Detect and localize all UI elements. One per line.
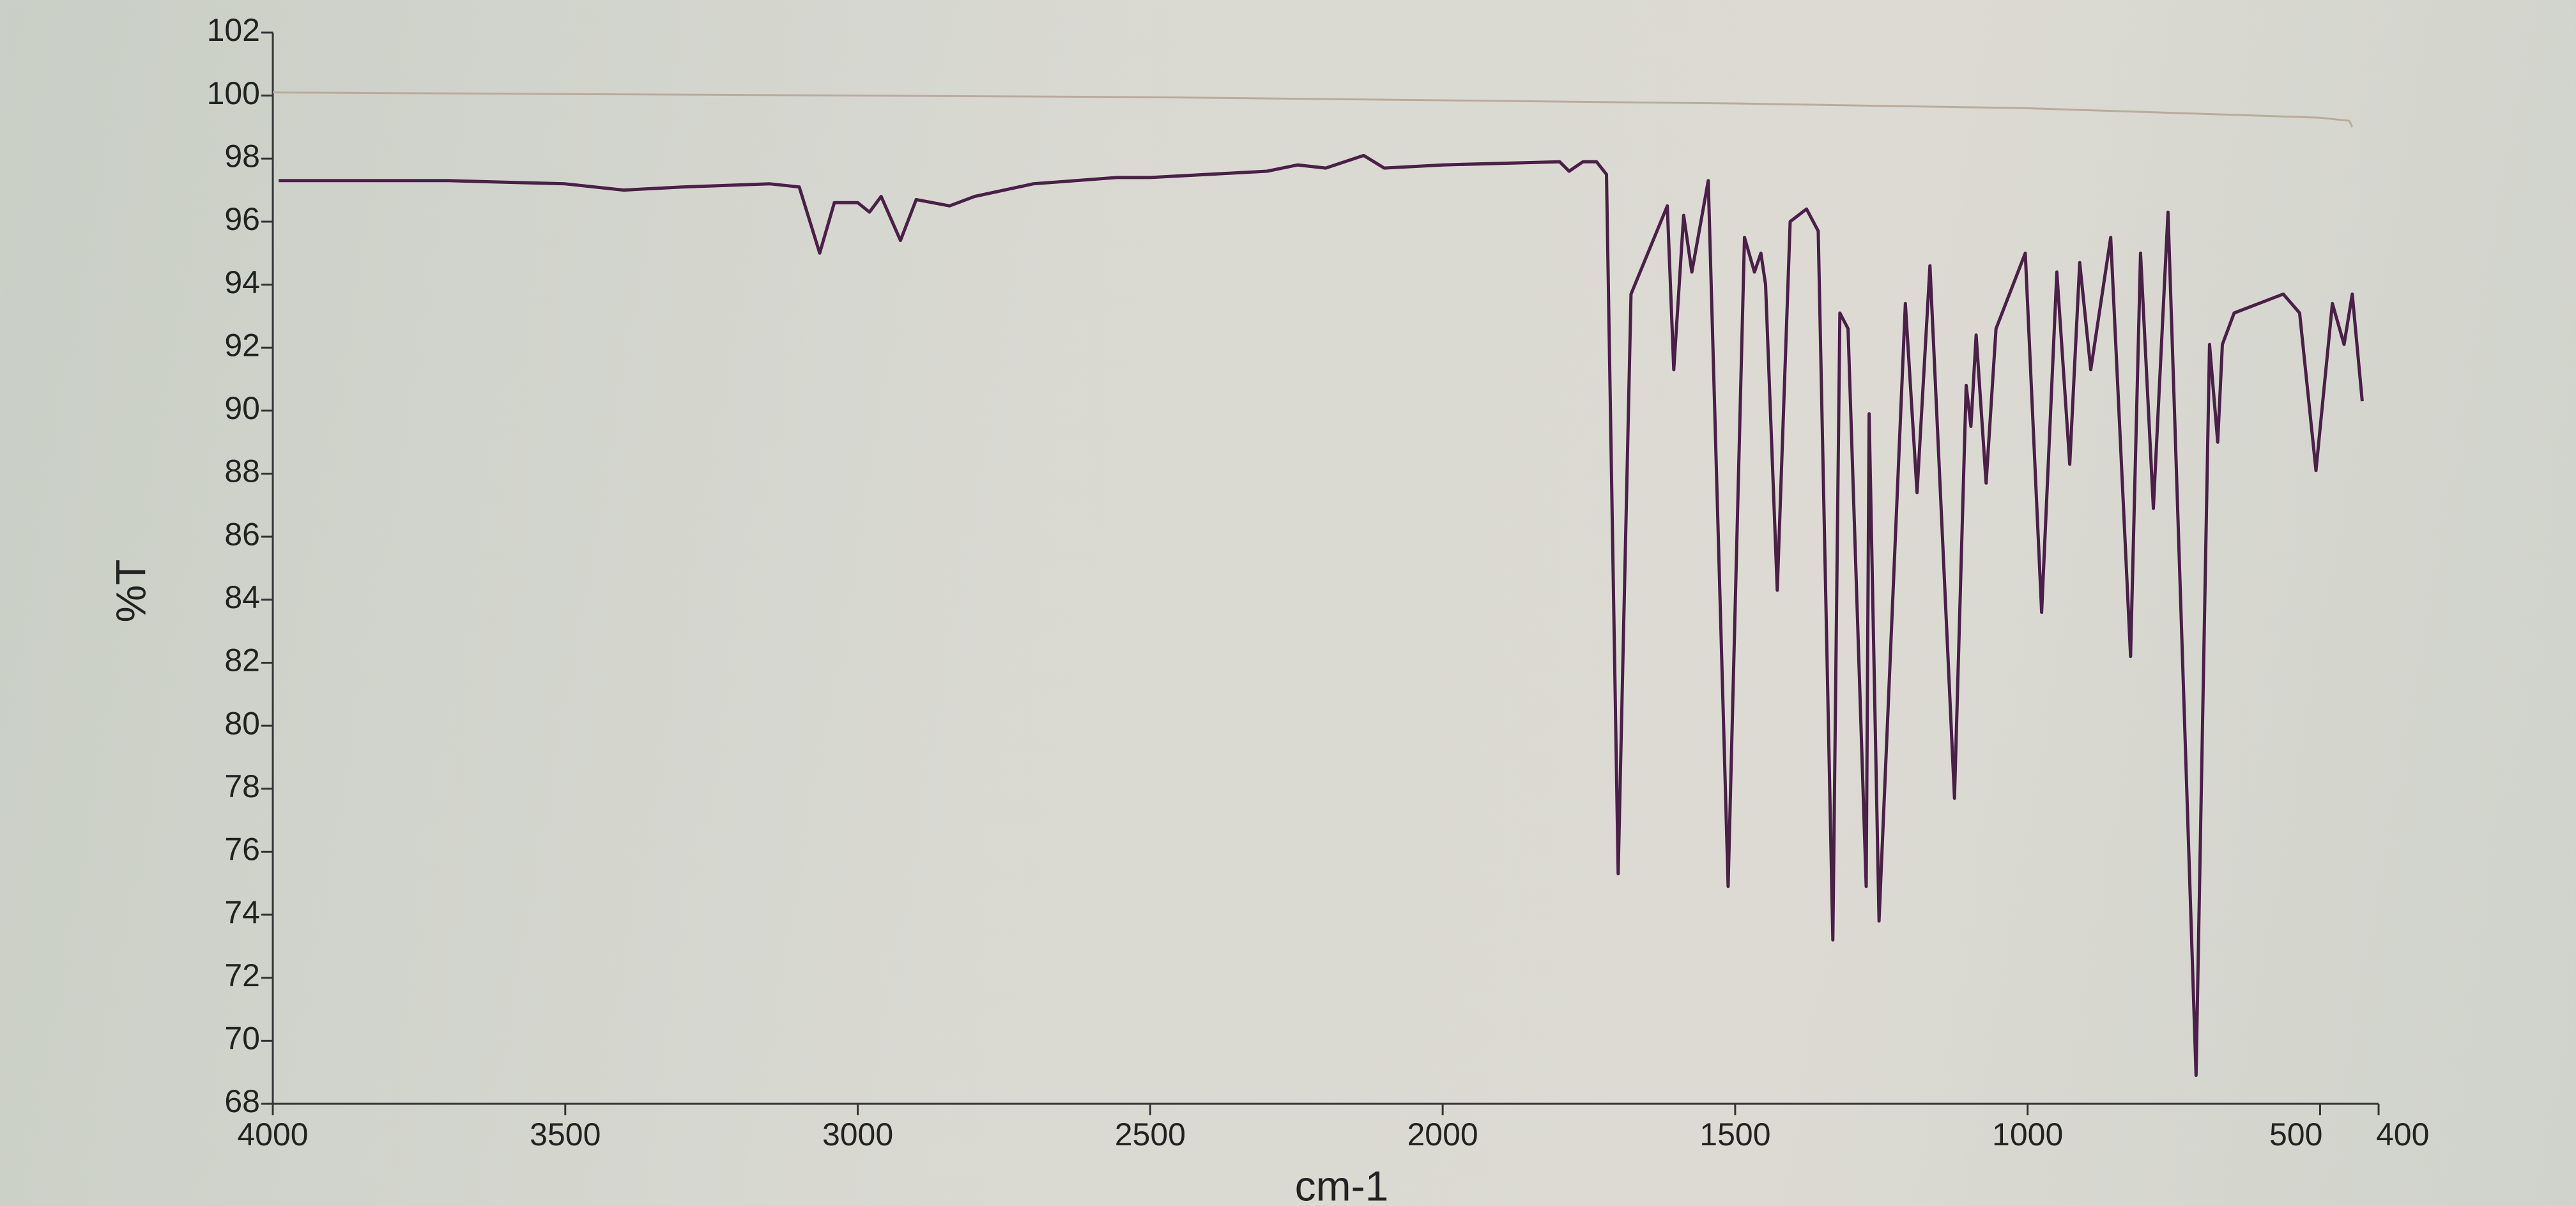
y-tick-label: 100: [207, 75, 260, 111]
spectrum-line: [272, 91, 2354, 128]
y-tick-label: 98: [224, 138, 260, 174]
x-tick-label: 3500: [530, 1117, 601, 1152]
y-tick-label: 96: [224, 201, 260, 237]
y-tick-label: 86: [224, 516, 260, 552]
x-tick-label: 2000: [1407, 1117, 1478, 1152]
y-tick-label: 74: [224, 894, 260, 930]
x-tick-label: 1000: [1992, 1117, 2063, 1152]
x-tick-label: 2500: [1115, 1117, 1186, 1152]
y-tick-label: 72: [224, 958, 260, 993]
y-tick-label: 94: [224, 264, 260, 300]
x-tick-label: 3000: [822, 1117, 893, 1152]
y-tick-label: 92: [224, 327, 260, 363]
y-axis-label: %T: [107, 560, 154, 623]
x-tick-label: 4000: [237, 1117, 308, 1152]
y-tick-label: 78: [224, 768, 260, 804]
spectrum-line: [279, 153, 2364, 1078]
y-tick-label: 68: [224, 1083, 260, 1119]
y-tick-label: 90: [224, 390, 260, 426]
y-tick-label: 70: [224, 1021, 260, 1057]
y-tick-label: 80: [224, 705, 260, 741]
y-tick-label: 88: [224, 454, 260, 489]
x-tick-label: 1500: [1699, 1117, 1770, 1152]
x-tick-label: 500: [2269, 1117, 2322, 1152]
x-tick-label: 400: [2376, 1117, 2429, 1152]
x-axis-label: cm-1: [1295, 1162, 1389, 1206]
y-tick-label: 76: [224, 832, 260, 867]
y-tick-label: 102: [207, 12, 260, 48]
y-tick-label: 82: [224, 643, 260, 678]
y-tick-label: 84: [224, 579, 260, 615]
